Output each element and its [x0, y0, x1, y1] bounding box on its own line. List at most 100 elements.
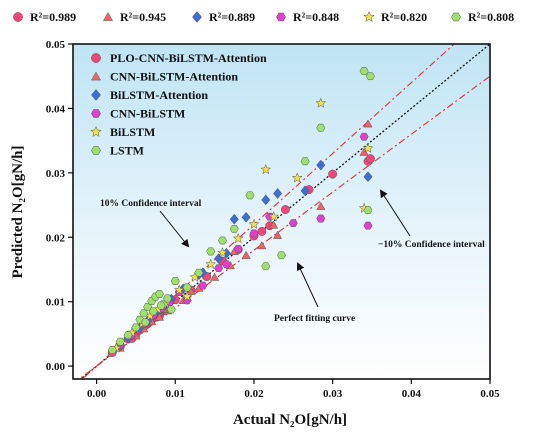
point-s1-14 — [363, 119, 373, 128]
annotation-plus10: 10% Confidence interval — [100, 199, 202, 209]
point-s2-14 — [300, 185, 310, 197]
point-s5-28 — [148, 307, 158, 316]
r2-marker-0 — [13, 12, 23, 22]
point-s4-12 — [260, 163, 272, 175]
point-s1-13 — [316, 201, 326, 210]
axis-ticks: 0.00 0.01 0.02 0.03 0.04 0.05 0.00 0.01 0.02 0.03… — [46, 39, 500, 400]
point-s2-11 — [241, 211, 251, 223]
point-s5-24 — [359, 67, 369, 75]
legend: PLO-CNN-BiLSTM-Attention CNN-BiLSTM-Atten… — [90, 51, 267, 158]
r2-label-4: R²=0.820 — [381, 10, 427, 24]
y-tick-label: 0.04 — [46, 103, 66, 115]
point-s3-13 — [316, 214, 326, 223]
r2-legend-row: R²=0.989 R²=0.945 R²=0.889 R²=0.848 R²=0.820… — [13, 10, 514, 24]
point-s5-20 — [261, 262, 271, 271]
point-s1-12 — [272, 230, 283, 239]
point-s5-25 — [365, 72, 375, 81]
point-s4-18 — [181, 290, 193, 302]
point-s4-16 — [362, 142, 374, 153]
legend-marker-3 — [91, 109, 101, 118]
point-s5-13 — [170, 277, 180, 285]
y-tick-label: 0.03 — [46, 168, 66, 180]
point-s5-5 — [139, 309, 149, 318]
point-s5-16 — [206, 247, 216, 256]
point-s4-13 — [291, 172, 303, 183]
annotation-perfect: Perfect fitting curve — [274, 314, 355, 324]
point-s5-12 — [166, 305, 176, 314]
point-s1-8 — [209, 272, 220, 281]
r2-label-1: R²=0.945 — [120, 10, 166, 24]
point-s1-10 — [241, 250, 251, 259]
arrow-plus10 — [159, 210, 190, 248]
arrow-minus10 — [379, 189, 411, 237]
legend-marker-0 — [91, 53, 101, 63]
r2-label-5: R²=0.808 — [468, 10, 514, 24]
point-s1-4 — [154, 312, 165, 321]
data-points — [107, 67, 375, 358]
point-s5-22 — [300, 157, 310, 166]
r2-label-2: R²=0.889 — [209, 10, 255, 24]
x-tick-label: 0.03 — [323, 388, 343, 400]
r2-marker-3 — [276, 12, 286, 22]
point-s3-17 — [221, 260, 231, 269]
legend-label-3: CNN-BiLSTM — [110, 107, 185, 121]
point-s2-12 — [261, 194, 271, 206]
point-s2-16 — [363, 171, 373, 183]
point-s4-17 — [268, 210, 280, 222]
legend-marker-2 — [91, 89, 101, 101]
point-s4-14 — [315, 97, 327, 108]
point-s0-21 — [328, 169, 338, 179]
annotation-minus10: −10% Confidence interval — [378, 240, 485, 250]
r2-marker-2 — [192, 11, 202, 23]
r2-marker-4 — [363, 10, 375, 23]
legend-label-2: BiLSTM-Attention — [110, 88, 208, 102]
point-s5-23 — [316, 123, 326, 132]
point-s4-10 — [232, 232, 244, 244]
y-tick-label: 0.02 — [46, 232, 66, 244]
point-s5-29 — [156, 301, 166, 310]
point-s4-8 — [205, 258, 217, 269]
r2-marker-1 — [102, 12, 114, 21]
point-s5-17 — [218, 236, 227, 245]
point-s5-0 — [107, 346, 117, 354]
point-s2-15 — [316, 159, 326, 171]
point-s4-6 — [173, 284, 185, 295]
legend-label-4: BiLSTM — [110, 125, 155, 139]
point-s0-23 — [365, 154, 375, 164]
point-s3-7 — [198, 281, 208, 290]
point-s3-8 — [214, 264, 224, 273]
x-tick-label: 0.02 — [244, 388, 264, 400]
point-s5-18 — [229, 225, 239, 233]
point-s4-11 — [248, 218, 260, 230]
r2-label-0: R²=0.989 — [30, 10, 76, 24]
point-s1-16 — [268, 220, 279, 229]
legend-marker-5 — [91, 146, 101, 155]
point-s5-26 — [363, 206, 373, 215]
plot-frame — [72, 43, 491, 380]
point-s5-27 — [140, 318, 150, 327]
legend-marker-1 — [90, 71, 102, 81]
legend-marker-4 — [90, 125, 102, 138]
x-axis-title: Actual N₂O[gN/h] — [233, 412, 347, 428]
y-tick-label: 0.01 — [46, 297, 65, 309]
point-s5-14 — [182, 283, 192, 292]
point-s3-10 — [249, 229, 259, 238]
x-tick-label: 0.00 — [87, 388, 107, 400]
point-s3-9 — [233, 244, 243, 253]
arrow-perfect — [296, 262, 319, 308]
point-s4-9 — [217, 246, 228, 258]
y-tick-label: 0.00 — [46, 361, 66, 373]
point-s2-10 — [229, 213, 239, 225]
point-s3-14 — [359, 132, 369, 141]
point-s5-19 — [245, 191, 255, 200]
r2-marker-5 — [451, 12, 461, 22]
legend-label-1: CNN-BiLSTM-Attention — [110, 70, 238, 84]
x-tick-label: 0.04 — [402, 388, 422, 400]
point-s5-9 — [155, 290, 164, 298]
x-tick-label: 0.01 — [166, 388, 185, 400]
point-s3-15 — [363, 221, 373, 230]
point-s0-19 — [280, 205, 290, 215]
legend-label-5: LSTM — [110, 144, 144, 158]
point-s5-1 — [115, 337, 125, 346]
y-axis-title: Predicted N₂O[gN/h] — [10, 146, 26, 279]
